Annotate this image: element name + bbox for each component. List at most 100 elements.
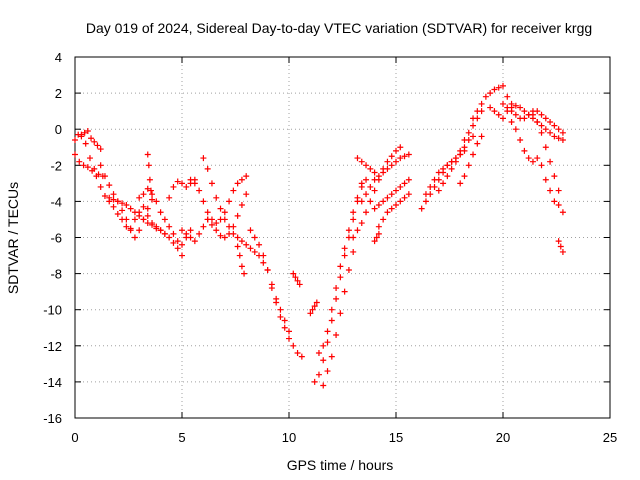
data-point [309, 306, 316, 313]
data-point [81, 129, 88, 136]
data-point [91, 165, 98, 172]
data-point [174, 245, 181, 252]
data-point [166, 223, 173, 230]
data-point [179, 241, 185, 248]
data-point [226, 198, 233, 205]
series-arc-t [307, 299, 320, 317]
data-point [131, 209, 138, 216]
series-arc-i [179, 216, 211, 245]
data-point [517, 137, 524, 144]
data-point [345, 227, 352, 234]
data-point [213, 227, 220, 234]
series-arc-l [204, 191, 250, 241]
data-point [350, 234, 357, 241]
data-point [551, 133, 558, 140]
data-point [557, 243, 564, 250]
data-point [196, 187, 203, 194]
data-point [470, 115, 477, 122]
data-point [101, 192, 108, 199]
data-point [149, 196, 156, 203]
series-arc-m [234, 243, 248, 277]
data-point [384, 165, 391, 172]
data-point [140, 191, 147, 198]
data-point [286, 328, 292, 335]
data-point [397, 198, 404, 205]
data-point [187, 176, 194, 183]
data-point [268, 285, 275, 292]
data-point [80, 162, 87, 169]
data-point [393, 187, 399, 194]
data-point [114, 211, 121, 218]
data-point [251, 234, 258, 241]
data-point [367, 183, 374, 190]
series-arc-aa [418, 133, 477, 212]
data-point [149, 221, 156, 228]
data-point [422, 198, 429, 205]
data-point [529, 158, 536, 165]
data-point [97, 162, 104, 169]
series-arc-v [358, 151, 412, 205]
data-point [397, 155, 404, 162]
data-point [221, 216, 228, 223]
data-point [140, 203, 147, 210]
data-point [221, 234, 228, 241]
data-point [191, 238, 198, 245]
series-arc-h [166, 176, 198, 201]
data-point [521, 147, 528, 154]
data-point [82, 140, 89, 147]
data-point [238, 263, 245, 270]
data-point [551, 122, 558, 129]
data-point [508, 118, 515, 125]
series-arc-e [106, 194, 168, 237]
data-point [243, 173, 250, 180]
data-point [397, 183, 404, 190]
series-arc-aj [555, 238, 566, 255]
data-point [542, 144, 549, 151]
data-point [200, 198, 207, 205]
data-point [401, 153, 408, 160]
data-point [320, 342, 327, 349]
data-point [144, 185, 151, 192]
data-point [559, 248, 566, 255]
data-point [542, 176, 549, 183]
data-point [78, 131, 85, 138]
x-tick-label: 5 [178, 430, 185, 445]
series-arc-x [354, 155, 378, 176]
series-arc-y [375, 191, 412, 230]
series-arc-c [78, 131, 106, 180]
data-point [204, 165, 211, 172]
data-point [290, 270, 297, 277]
data-point [200, 223, 207, 230]
data-point [119, 207, 126, 214]
data-point [559, 209, 566, 216]
y-tick-label: -4 [50, 194, 62, 209]
data-point [521, 108, 528, 115]
data-point [393, 202, 399, 209]
y-tick-label: -8 [50, 267, 62, 282]
data-point [294, 350, 301, 357]
data-point [328, 317, 335, 324]
data-point [512, 111, 519, 118]
data-point [256, 241, 263, 248]
data-point [431, 176, 438, 183]
data-point [243, 191, 250, 198]
data-point [375, 173, 382, 180]
data-point [435, 169, 442, 176]
data-point [555, 202, 562, 209]
data-point [273, 299, 280, 306]
data-point [350, 209, 357, 216]
data-point [324, 328, 331, 335]
data-point [324, 339, 331, 346]
data-point [234, 180, 241, 187]
data-point [373, 234, 380, 241]
data-point [470, 122, 477, 129]
data-point [144, 212, 151, 219]
data-point [140, 216, 147, 223]
data-point [341, 288, 348, 295]
data-point [241, 270, 248, 277]
data-point [388, 153, 395, 160]
y-tick-label: -6 [50, 231, 62, 246]
data-point [512, 102, 519, 109]
y-tick-label: -14 [43, 375, 62, 390]
